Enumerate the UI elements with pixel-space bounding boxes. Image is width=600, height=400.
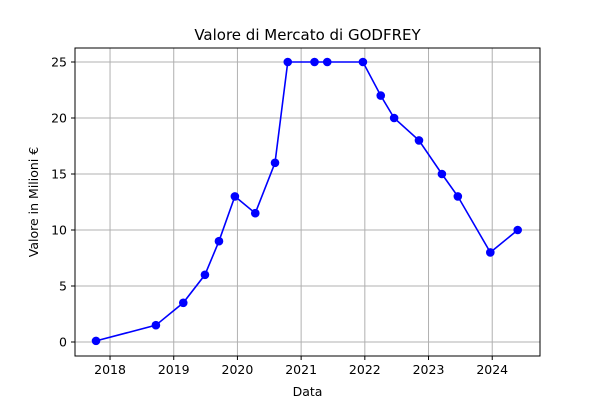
y-tick-label: 15 [51,167,67,182]
y-axis-label: Valore in Milioni € [26,147,41,257]
data-point [151,320,161,330]
data-point [214,236,224,246]
y-tick-label: 25 [51,55,67,70]
data-point [376,91,386,100]
y-tick-label: 10 [51,223,67,238]
data-point [322,57,332,67]
grid-lines [75,48,540,356]
x-tick-label: 2023 [413,362,445,377]
chart-title: Valore di Mercato di GODFREY [194,26,421,44]
data-point [310,57,319,67]
data-point [513,225,523,235]
data-point [250,208,260,218]
data-point [200,270,210,280]
data-point [486,248,495,257]
y-tick-label: 5 [59,279,67,294]
data-point [283,57,293,67]
data-point [358,57,368,67]
data-point [437,169,447,179]
x-tick-label: 2024 [476,362,508,377]
data-point [178,298,188,308]
x-tick-label: 2019 [158,362,190,377]
x-axis-label: Data [293,384,323,399]
y-tick-label: 0 [59,335,67,350]
data-point [91,336,101,346]
x-tick-label: 2018 [94,362,126,377]
data-point [270,158,280,168]
x-tick-label: 2022 [349,362,381,377]
data-point [414,136,424,145]
x-tick-label: 2020 [222,362,254,377]
series-layer [91,57,523,346]
data-point [230,192,240,201]
data-point [389,113,399,123]
x-tick-label: 2021 [285,362,317,377]
y-tick-label: 20 [51,111,67,126]
axis-ticks: 2018 2019 2020 2021 2022 2023 2024 0 5 10 15 20 25 [51,55,508,378]
data-point [453,192,463,201]
plot-frame [74,47,541,357]
series-line [95,61,519,342]
